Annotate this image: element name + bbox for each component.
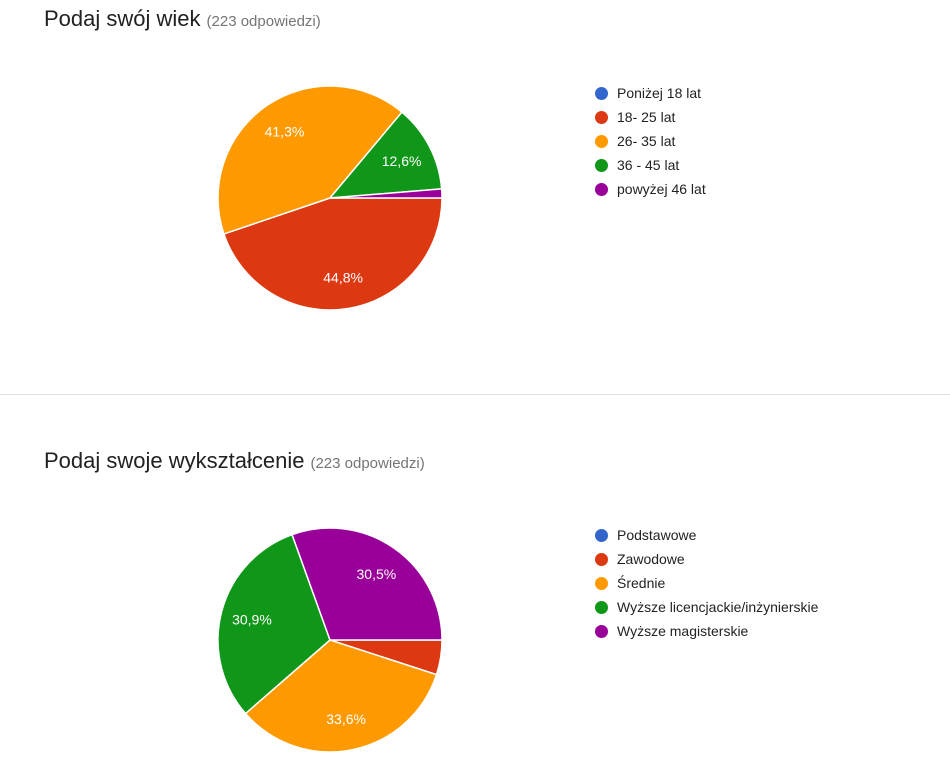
legend-swatch [595,576,608,590]
legend-swatch [595,552,608,566]
legend-item: Wyższe licencjackie/inżynierskie [595,595,818,619]
pie-slice [244,639,438,753]
chart-card-education: Podaj swoje wykształcenie (223 odpowiedzi… [0,442,950,764]
legend-label: 18- 25 lat [617,109,676,125]
legend: Podstawowe Zawodowe Średnie Wyższe licencja… [595,523,818,643]
title-text: Podaj swoje wykształcenie [44,448,305,473]
legend-label: Wyższe licencjackie/inżynierskie [617,599,819,615]
legend: Poniżej 18 lat 18- 25 lat 26- 35 lat 36 - 4… [595,81,706,201]
title-text: Podaj swój wiek [44,6,201,31]
legend-label: powyżej 46 lat [617,181,706,197]
pie-slice [328,111,443,199]
slice-label: 30,5% [357,566,397,582]
slice-label: 41,3% [265,123,305,139]
chart-title: Podaj swoje wykształcenie (223 odpowiedzi… [44,448,425,474]
legend-item: Średnie [595,571,818,595]
legend-label: Średnie [617,575,666,591]
slice-label: 44,8% [323,270,363,286]
legend-swatch [595,158,608,172]
legend-label: Poniżej 18 lat [617,85,702,101]
response-count: (223 odpowiedzi) [206,13,321,30]
legend-item: Podstawowe [595,523,818,547]
pie-chart: 44,8% 41,3% 12,6% [217,85,443,311]
slice-label: 33,6% [326,711,366,727]
legend-item: 26- 35 lat [595,129,706,153]
legend-item: powyżej 46 lat [595,177,706,201]
chart-card-age: Podaj swój wiek (223 odpowiedzi) 44,8% 41,… [44,6,706,311]
pie-slice [329,188,443,199]
legend-item: 36 - 45 lat [595,153,706,177]
slice-label: 30,9% [232,612,272,628]
legend-label: Podstawowe [617,527,697,543]
divider [0,394,950,395]
legend-item: Wyższe magisterskie [595,619,818,643]
legend-swatch [595,624,608,638]
legend-swatch [595,528,608,542]
legend-label: 36 - 45 lat [617,157,680,173]
chart-title: Podaj swój wiek (223 odpowiedzi) [44,6,321,32]
legend-label: Wyższe magisterskie [617,623,749,639]
slice-label: 12,6% [382,153,422,169]
legend-label: Zawodowe [617,551,685,567]
legend-item: Zawodowe [595,547,818,571]
pie-slice [217,533,331,715]
legend-swatch [595,182,608,196]
legend-item: Poniżej 18 lat [595,81,706,105]
legend-label: 26- 35 lat [617,133,676,149]
legend-swatch [595,134,608,148]
legend-swatch [595,86,608,100]
pie-slice [222,197,443,311]
pie-chart: 33,6% 30,9% 30,5% [217,527,443,753]
pie-slice [217,85,403,235]
legend-swatch [595,600,608,614]
response-count: (223 odpowiedzi) [310,455,425,472]
legend-item: 18- 25 lat [595,105,706,129]
legend-swatch [595,110,608,124]
pie-slice [291,527,443,641]
